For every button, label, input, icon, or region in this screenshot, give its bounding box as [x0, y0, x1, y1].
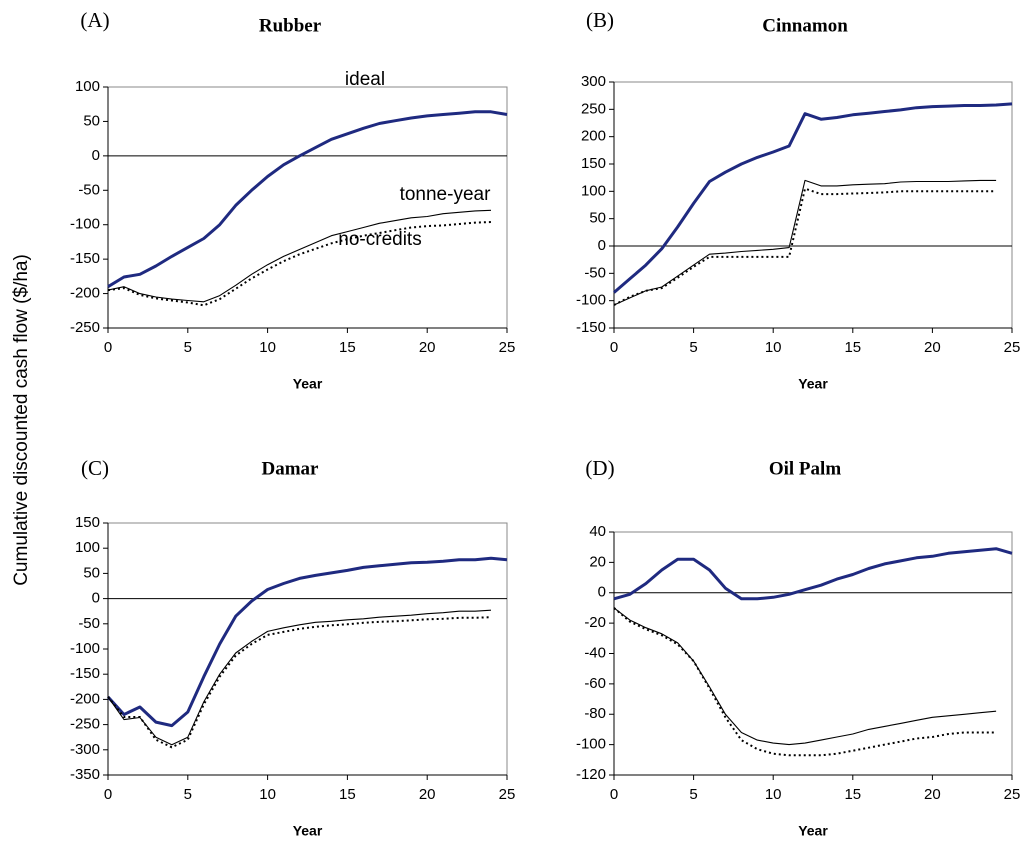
annotation: ideal [345, 69, 385, 90]
y-tick-label: 200 [581, 128, 606, 145]
y-tick-label: 300 [581, 73, 606, 90]
y-tick-label: -60 [584, 675, 606, 692]
series-line [107, 609, 492, 746]
x-tick-label: 15 [844, 786, 861, 803]
x-tick-label: 0 [610, 786, 618, 803]
series-line [613, 102, 1013, 294]
x-tick-label: 20 [419, 339, 436, 356]
y-tick-label: -50 [78, 181, 100, 198]
y-tick-label: 150 [581, 155, 606, 172]
x-tick-label: 15 [339, 339, 356, 356]
series-line [613, 179, 997, 306]
x-tick-label: 15 [844, 339, 861, 356]
y-tick-label: 50 [83, 564, 100, 581]
y-tick-label: 50 [83, 112, 100, 129]
y-tick-label: -100 [70, 216, 100, 233]
x-axis-label: Year [293, 376, 323, 392]
x-tick-label: 20 [924, 786, 941, 803]
y-tick-label: -150 [576, 319, 606, 336]
y-tick-label: -50 [78, 615, 100, 632]
series-line [107, 616, 492, 749]
series-line [106, 556, 508, 728]
series-line [613, 607, 997, 757]
x-tick-label: 10 [259, 339, 276, 356]
annotation: tonne-year [400, 184, 492, 205]
x-tick-label: 0 [610, 339, 618, 356]
y-tick-label: 50 [589, 210, 606, 227]
x-tick-label: 20 [924, 339, 941, 356]
panel-label: (B) [586, 8, 614, 32]
x-axis-label: Year [798, 376, 828, 392]
panel-label: (C) [81, 456, 109, 480]
x-tick-label: 5 [184, 339, 192, 356]
y-tick-label: -20 [584, 614, 606, 631]
x-tick-label: 10 [259, 786, 276, 803]
y-tick-label: 250 [581, 100, 606, 117]
plot-frame [613, 81, 1013, 329]
y-tick-label: -250 [70, 716, 100, 733]
series-line [107, 221, 492, 307]
series-line [613, 547, 1013, 601]
y-tick-label: -40 [584, 644, 606, 661]
series-line [613, 607, 997, 746]
y-tick-label: -200 [70, 285, 100, 302]
y-tick-label: 0 [92, 590, 100, 607]
chart-title: Cinnamon [762, 15, 848, 36]
x-tick-label: 20 [419, 786, 436, 803]
y-tick-label: -300 [70, 741, 100, 758]
y-tick-label: 40 [589, 523, 606, 540]
x-tick-label: 25 [499, 339, 516, 356]
y-tick-label: -80 [584, 705, 606, 722]
y-tick-label: -200 [70, 690, 100, 707]
x-tick-label: 5 [184, 786, 192, 803]
x-axis-label: Year [798, 823, 828, 839]
chart-title: Damar [262, 458, 320, 479]
x-axis-label: Year [293, 823, 323, 839]
y-tick-label: 0 [598, 584, 606, 601]
y-tick-label: -100 [576, 736, 606, 753]
plot-frame [613, 531, 1013, 776]
x-tick-label: 5 [689, 339, 697, 356]
y-tick-label: -150 [70, 665, 100, 682]
y-axis-label: Cumulative discounted cash flow ($/ha) [11, 254, 32, 586]
y-tick-label: 0 [92, 147, 100, 164]
plot-frame [107, 86, 508, 329]
series-line [107, 209, 492, 303]
y-tick-label: 100 [581, 182, 606, 199]
series-line [107, 110, 508, 288]
chart-title: Oil Palm [769, 458, 841, 479]
x-tick-label: 25 [1004, 786, 1021, 803]
y-tick-label: -100 [70, 640, 100, 657]
y-tick-label: -250 [70, 319, 100, 336]
chart-title: Rubber [259, 15, 322, 36]
series-line [613, 187, 997, 306]
x-tick-label: 5 [689, 786, 697, 803]
annotation: no-credits [338, 229, 421, 250]
y-tick-label: 150 [75, 514, 100, 531]
y-tick-label: 100 [75, 78, 100, 95]
y-tick-label: -120 [576, 766, 606, 783]
y-tick-label: 20 [589, 553, 606, 570]
panel-label: (D) [585, 456, 614, 480]
y-tick-label: 100 [75, 539, 100, 556]
x-tick-label: 25 [499, 786, 516, 803]
x-tick-label: 0 [104, 786, 112, 803]
y-tick-label: -350 [70, 766, 100, 783]
x-tick-label: 10 [765, 339, 782, 356]
y-tick-label: -50 [584, 264, 606, 281]
y-tick-label: -150 [70, 250, 100, 267]
y-tick-label: 0 [598, 237, 606, 254]
x-tick-label: 15 [339, 786, 356, 803]
x-tick-label: 0 [104, 339, 112, 356]
x-tick-label: 25 [1004, 339, 1021, 356]
x-tick-label: 10 [765, 786, 782, 803]
panel-label: (A) [80, 8, 109, 32]
y-tick-label: -100 [576, 292, 606, 309]
